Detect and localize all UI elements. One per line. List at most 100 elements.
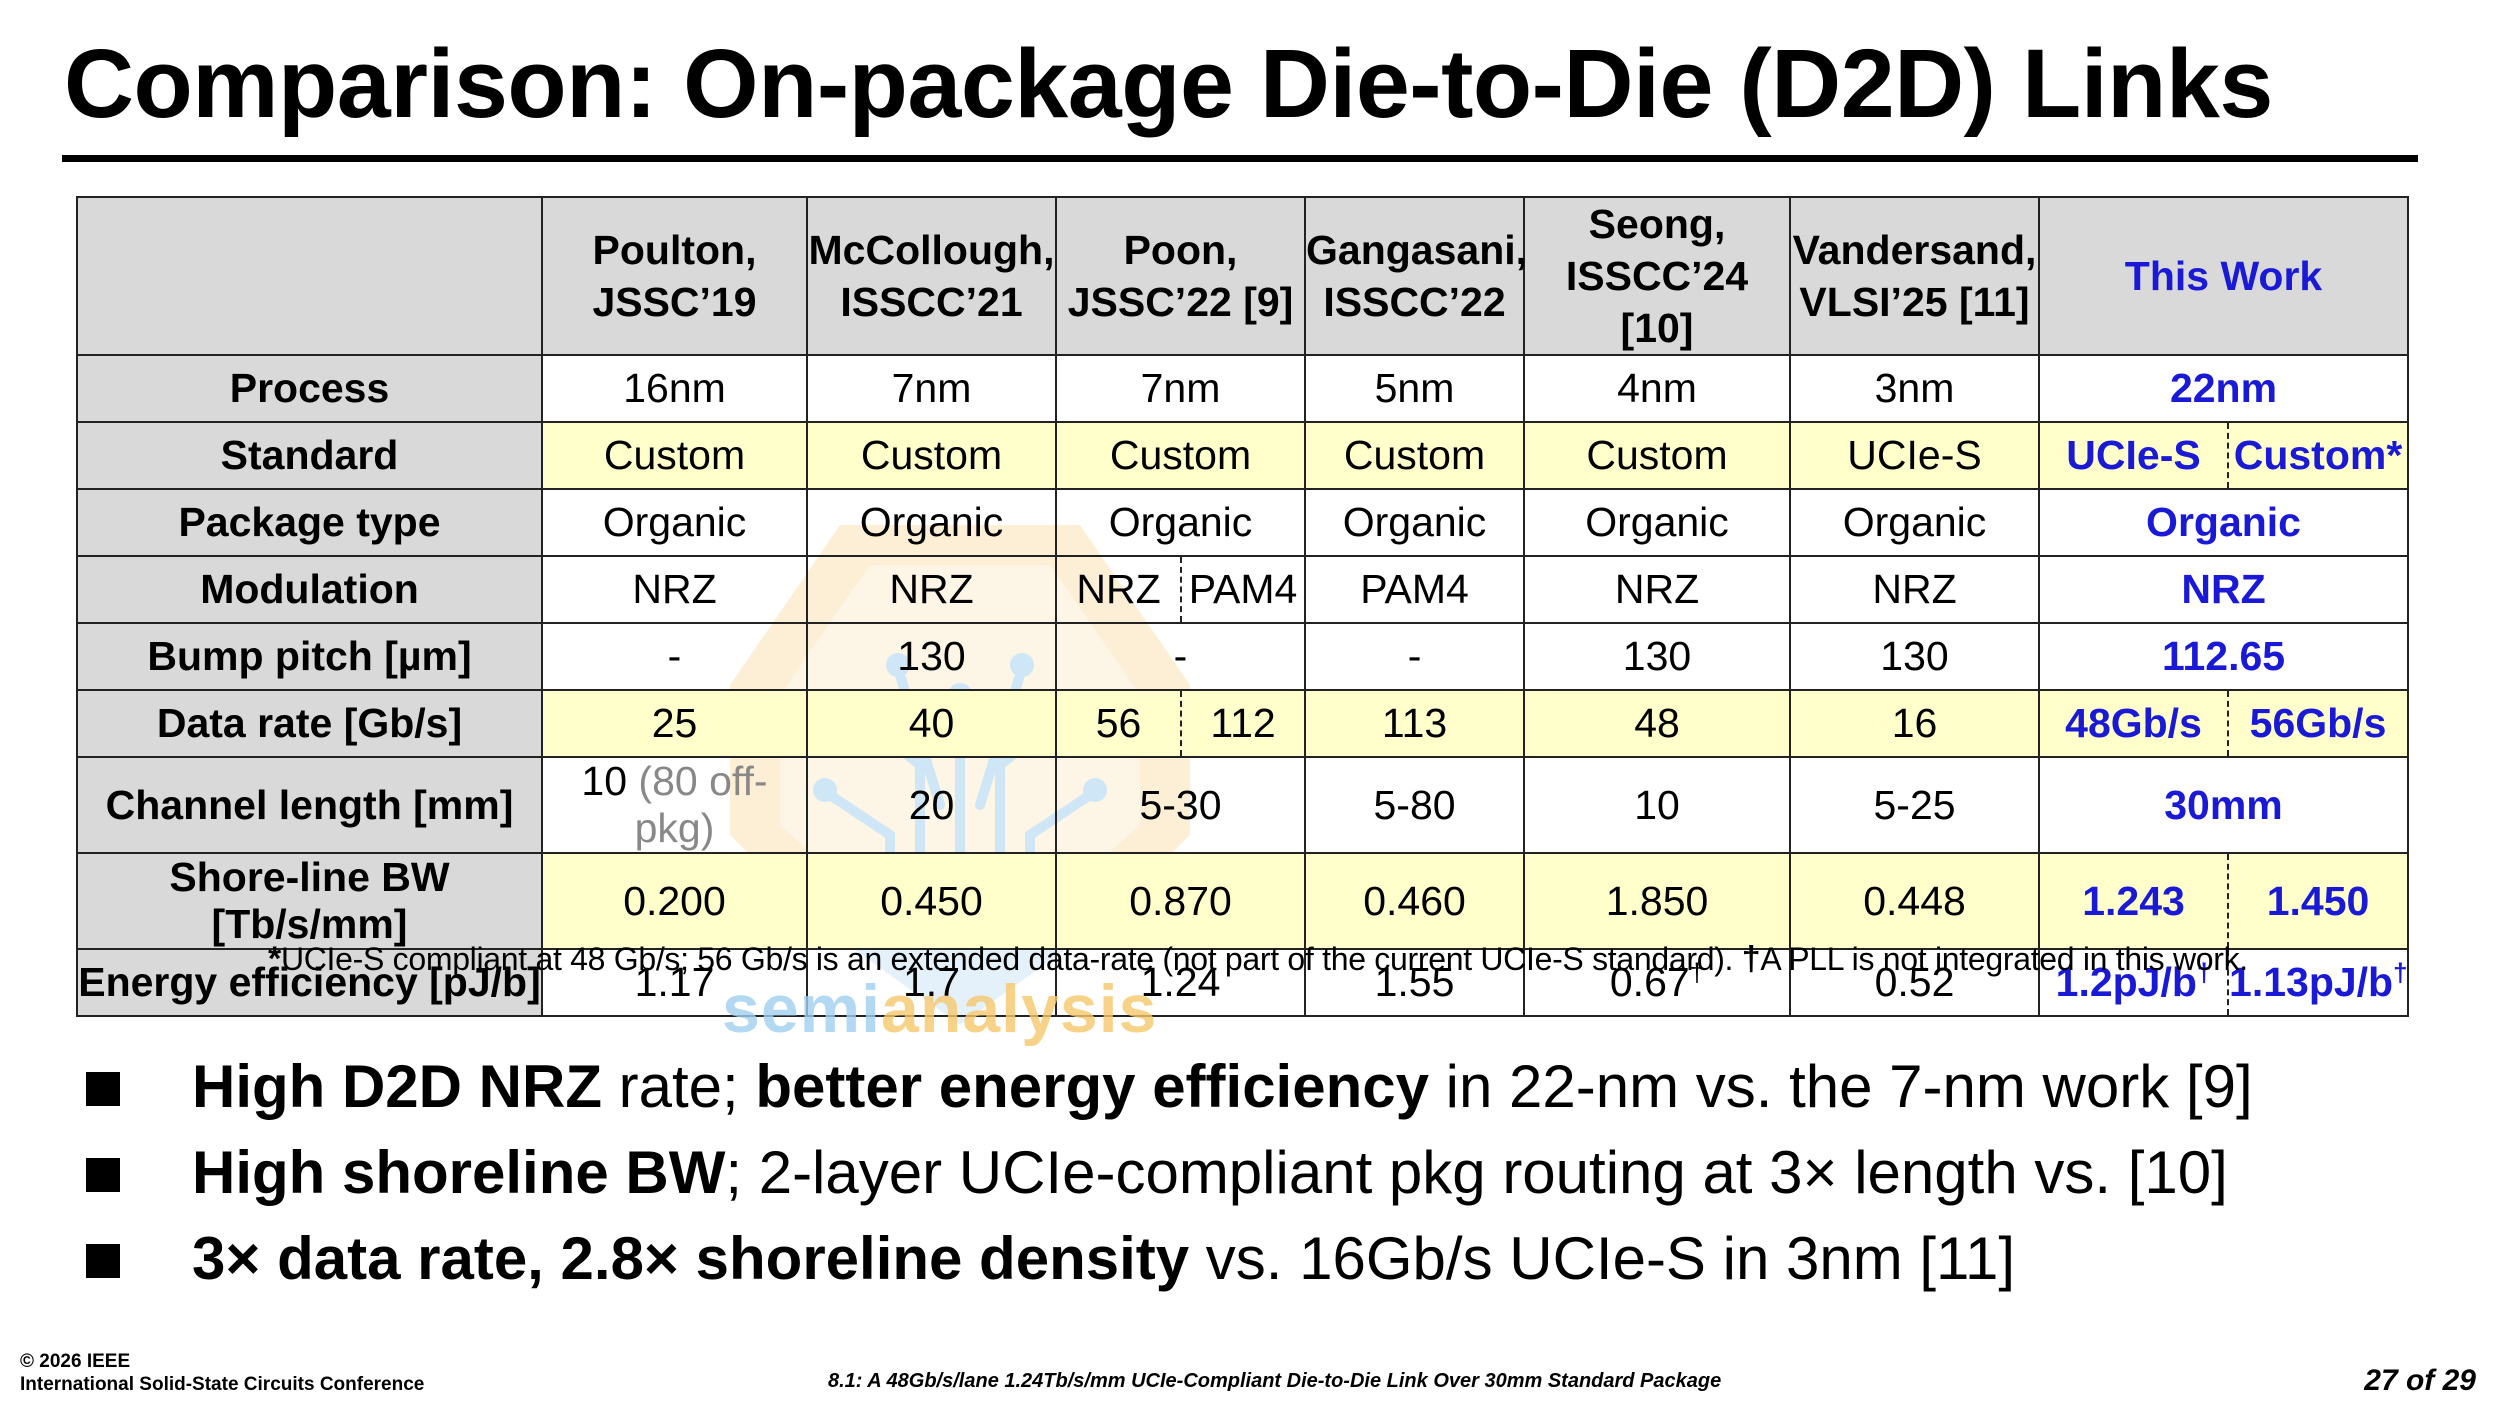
table-cell: 7nm xyxy=(1054,354,1307,423)
table-cell: Custom xyxy=(1304,421,1526,490)
table-cell: 10 (80 off-pkg) xyxy=(541,756,808,854)
table-row-package: Package type Organic Organic Organic Org… xyxy=(76,488,2410,557)
table-cell: 48 xyxy=(1523,689,1792,758)
semianalysis-watermark-text: semianalysis xyxy=(722,971,1158,1047)
table-cell: 1.850 xyxy=(1523,852,1792,950)
square-bullet-icon xyxy=(86,1072,120,1106)
header-col-poulton: Poulton, JSSC’19 xyxy=(541,196,808,356)
table-cell: 5-25 xyxy=(1789,756,2041,854)
table-cell: 1.17 xyxy=(541,948,808,1017)
table-cell: Organic xyxy=(1304,488,1526,557)
dagger-mark: † xyxy=(1689,957,1705,988)
table-row-shoreline-bw: Shore-line BW [Tb/s/mm] 0.200 0.450 0.87… xyxy=(76,852,2410,950)
table-row-modulation: Modulation NRZ NRZ NRZ PAM4 PAM4 NRZ NRZ… xyxy=(76,555,2410,624)
table-row-process: Process 16nm 7nm 7nm 5nm 4nm 3nm 22nm xyxy=(76,354,2410,423)
table-cell-this-work: 22nm xyxy=(2038,354,2410,423)
table-cell: 0.200 xyxy=(541,852,808,950)
table-cell: NRZ xyxy=(541,555,808,624)
table-cell: NRZ xyxy=(1055,555,1182,624)
table-row-standard: Standard Custom Custom Custom Custom Cus… xyxy=(76,421,2410,490)
table-cell: 5nm xyxy=(1304,354,1526,423)
table-cell: 20 xyxy=(806,756,1057,854)
table-cell: 7nm xyxy=(806,354,1057,423)
table-cell-this-work-a: 1.2pJ/b† xyxy=(2038,948,2230,1017)
table-cell: NRZ xyxy=(806,555,1057,624)
table-cell: 0.450 xyxy=(806,852,1057,950)
table-cell: PAM4 xyxy=(1179,555,1307,624)
table-cell-this-work-b: 1.13pJ/b† xyxy=(2227,948,2410,1017)
table-cell: - xyxy=(541,622,808,691)
page-number: 27 of 29 xyxy=(2364,1364,2476,1397)
table-cell: 16nm xyxy=(541,354,808,423)
table-header-row: Poulton, JSSC’19 McCollough, ISSCC’21 Poon… xyxy=(76,196,2410,356)
table-cell: 0.460 xyxy=(1304,852,1526,950)
table-cell: NRZ xyxy=(1523,555,1792,624)
header-col-gangasani: Gangasani, ISSCC’22 xyxy=(1304,196,1527,356)
off-package-note: (80 off-pkg) xyxy=(634,758,768,851)
title-rule xyxy=(62,155,2418,162)
table-cell-this-work: NRZ xyxy=(2038,555,2410,624)
table-row-energy-efficiency: Energy efficiency [pJ/b] 1.17 1.7 1.24 1… xyxy=(76,948,2410,1017)
table-cell: 4nm xyxy=(1523,354,1792,423)
row-label: Channel length [mm] xyxy=(76,756,543,854)
table-cell-this-work-a: UCIe-S xyxy=(2038,421,2230,490)
table-cell: Custom xyxy=(1054,421,1307,490)
row-label: Bump pitch [µm] xyxy=(76,622,543,691)
table-cell-this-work: Organic xyxy=(2038,488,2410,557)
table-cell: Custom xyxy=(806,421,1057,490)
table-cell: Organic xyxy=(1789,488,2041,557)
footer-paper-title: 8.1: A 48Gb/s/lane 1.24Tb/s/mm UCIe-Comp… xyxy=(828,1370,1722,1392)
header-col-seong: Seong, ISSCC’24 [10] xyxy=(1523,196,1792,356)
row-label: Data rate [Gb/s] xyxy=(76,689,543,758)
row-label: Energy efficiency [pJ/b] xyxy=(76,948,543,1017)
footer-copyright: © 2026 IEEE International Solid-State Ci… xyxy=(20,1351,425,1395)
table-row-data-rate: Data rate [Gb/s] 25 40 56 112 113 48 16 … xyxy=(76,689,2410,758)
table-cell: NRZ xyxy=(1789,555,2041,624)
table-cell: Organic xyxy=(1523,488,1792,557)
header-corner xyxy=(76,196,543,356)
table-cell-this-work-b: Custom* xyxy=(2227,421,2410,490)
table-cell: 0.67† xyxy=(1523,948,1792,1017)
row-label: Shore-line BW [Tb/s/mm] xyxy=(76,852,543,950)
table-cell: 130 xyxy=(806,622,1057,691)
table-cell: Organic xyxy=(541,488,808,557)
square-bullet-icon xyxy=(86,1158,120,1192)
row-label: Standard xyxy=(76,421,543,490)
table-cell: 5-80 xyxy=(1304,756,1526,854)
table-cell: - xyxy=(1304,622,1526,691)
table-cell-this-work: 30mm xyxy=(2038,756,2410,854)
table-cell-this-work-b: 56Gb/s xyxy=(2227,689,2410,758)
table-cell: Organic xyxy=(806,488,1057,557)
table-cell: 5-30 xyxy=(1054,756,1307,854)
table-cell-this-work-b: 1.450 xyxy=(2227,852,2410,950)
table-cell: 0.870 xyxy=(1054,852,1307,950)
row-label: Modulation xyxy=(76,555,543,624)
table-cell: - xyxy=(1054,622,1307,691)
slide-title: Comparison: On-package Die-to-Die (D2D) … xyxy=(64,29,2273,138)
table-cell-this-work-a: 48Gb/s xyxy=(2038,689,2230,758)
table-cell-this-work-a: 1.243 xyxy=(2038,852,2230,950)
table-cell: 16 xyxy=(1789,689,2041,758)
table-cell: 130 xyxy=(1789,622,2041,691)
table-cell: Organic xyxy=(1054,488,1307,557)
table-row-bump-pitch: Bump pitch [µm] - 130 - - 130 130 112.65 xyxy=(76,622,2410,691)
table-cell: PAM4 xyxy=(1304,555,1526,624)
table-cell: 40 xyxy=(806,689,1057,758)
table-cell: Custom xyxy=(541,421,808,490)
table-cell: 112 xyxy=(1179,689,1307,758)
header-col-poon: Poon, JSSC’22 [9] xyxy=(1054,196,1307,356)
table-cell: 1.55 xyxy=(1304,948,1526,1017)
header-col-mccollough: McCollough, ISSCC’21 xyxy=(806,196,1057,356)
table-cell: UCIe-S xyxy=(1789,421,2041,490)
table-cell-this-work: 112.65 xyxy=(2038,622,2410,691)
header-col-vandersand: Vandersand, VLSI’25 [11] xyxy=(1789,196,2041,356)
header-col-this-work: This Work xyxy=(2038,196,2410,356)
comparison-table: Poulton, JSSC’19 McCollough, ISSCC’21 Poon… xyxy=(76,196,2410,1017)
table-row-channel-length: Channel length [mm] 10 (80 off-pkg) 20 5… xyxy=(76,756,2410,854)
table-cell: 113 xyxy=(1304,689,1526,758)
table-cell: 1.7 xyxy=(806,948,1057,1017)
table-cell: 3nm xyxy=(1789,354,2041,423)
table-footnote: *UCIe-S compliant at 48 Gb/s; 56 Gb/s is… xyxy=(268,940,2248,978)
table-cell: 0.448 xyxy=(1789,852,2041,950)
table-cell: 130 xyxy=(1523,622,1792,691)
